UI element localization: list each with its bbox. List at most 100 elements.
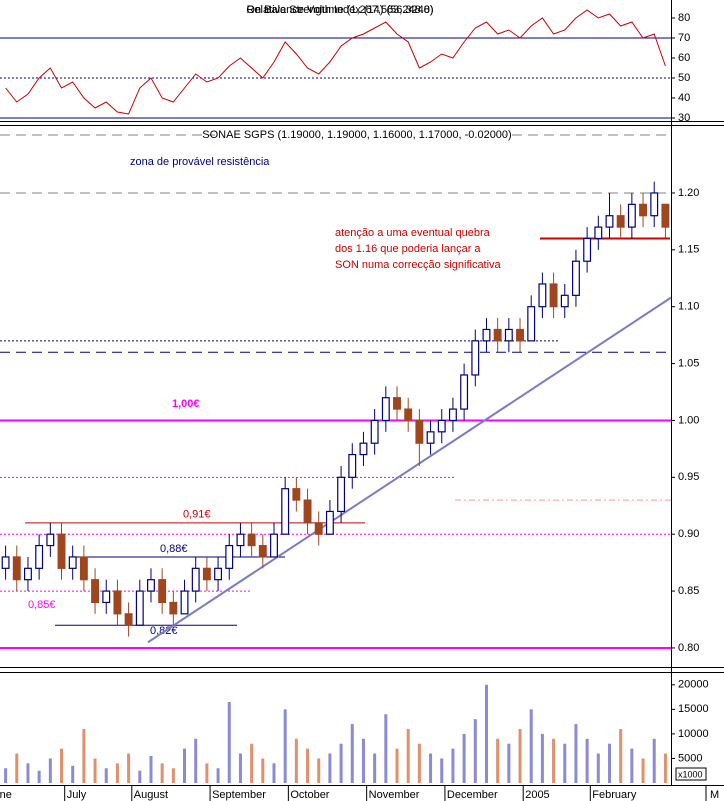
- volume-bar: [361, 738, 365, 783]
- candle-body: [214, 567, 223, 581]
- volume-bar: [451, 748, 455, 783]
- annotation: zona de provável resistência: [130, 156, 270, 168]
- volume-bar: [216, 768, 220, 783]
- candle-body: [415, 419, 424, 444]
- candle-body: [68, 556, 77, 569]
- candle-body: [258, 544, 267, 558]
- y-tick-label: 0.80: [678, 642, 699, 654]
- trendline: [147, 296, 672, 644]
- volume-bar: [641, 758, 645, 783]
- candle-body: [538, 283, 547, 308]
- candle-body: [124, 613, 133, 626]
- candle-body: [370, 419, 379, 444]
- candle-body: [147, 579, 155, 592]
- candle-body: [113, 590, 122, 615]
- volume-bar: [60, 748, 64, 783]
- volume-bar: [607, 743, 611, 783]
- y-tick-label: 1.15: [678, 244, 699, 256]
- candle-body: [35, 544, 44, 569]
- volume-bar: [484, 684, 488, 783]
- candle-body: [661, 203, 670, 228]
- volume-bar: [205, 763, 209, 783]
- y-tick-label: 60: [678, 52, 690, 64]
- y-tick-label: 70: [678, 32, 690, 44]
- y-tick-label: 15000: [678, 703, 709, 715]
- volume-bar: [507, 743, 511, 783]
- candle-body: [191, 567, 200, 592]
- volume-bar: [160, 763, 164, 783]
- candle-body: [493, 328, 502, 342]
- candle-body: [325, 510, 334, 535]
- candle-body: [79, 556, 88, 581]
- rsi-subtitle: On Balance Volume (1,267,563,248.0): [246, 4, 433, 16]
- candle-body: [303, 499, 312, 524]
- candle-body: [46, 533, 55, 547]
- volume-bar: [552, 738, 556, 783]
- volume-bar: [384, 714, 388, 783]
- level-label: 0,85€: [28, 599, 56, 611]
- volume-bar: [48, 758, 52, 783]
- candle-body: [24, 567, 32, 581]
- volume-bar: [596, 753, 600, 783]
- volume-bar: [171, 768, 175, 783]
- candle-body: [1, 556, 10, 569]
- volume-bar: [339, 743, 343, 783]
- candle-body: [12, 556, 21, 581]
- candle-body: [504, 328, 513, 342]
- candle-body: [482, 328, 491, 342]
- volume-bar: [462, 733, 466, 783]
- candle-body: [437, 419, 446, 433]
- candle-body: [549, 283, 558, 308]
- candle-body: [281, 488, 290, 535]
- volume-bar: [395, 748, 399, 783]
- candle-body: [225, 544, 234, 569]
- volume-bar: [37, 770, 41, 783]
- title-background: [215, 128, 505, 142]
- candle-body: [180, 590, 189, 615]
- candle-body: [571, 260, 580, 296]
- volume-bar: [82, 728, 86, 783]
- x-tick-label: August: [134, 789, 168, 801]
- candle-body: [270, 533, 278, 558]
- candle-body: [348, 453, 357, 478]
- volume-bar: [529, 709, 533, 783]
- volume-bar: [585, 738, 589, 783]
- volume-bar: [93, 758, 97, 783]
- candle-body: [91, 579, 100, 604]
- annotation: atenção a uma eventual quebra: [335, 227, 491, 239]
- x-tick-label: ne: [0, 789, 12, 801]
- x-tick-label: February: [592, 789, 637, 801]
- candle-body: [359, 442, 368, 456]
- volume-bar: [183, 748, 187, 783]
- unit-box: [675, 767, 707, 781]
- volume-bar: [496, 738, 500, 783]
- y-tick-label: 40: [678, 92, 690, 104]
- volume-bar: [272, 763, 276, 783]
- candle-body: [236, 533, 245, 547]
- volume-bar: [261, 758, 265, 783]
- volume-bar: [350, 724, 354, 783]
- y-tick-label: 10000: [678, 728, 709, 740]
- candle-body: [594, 226, 603, 240]
- candle-body: [393, 397, 401, 410]
- x-tick-label: September: [212, 789, 266, 801]
- volume-bar: [630, 748, 634, 783]
- annotation: dos 1.16 que poderia lançar a: [335, 243, 481, 255]
- volume-bar: [619, 728, 623, 783]
- volume-bar: [194, 738, 198, 783]
- volume-bar: [652, 738, 656, 783]
- volume-bar: [473, 719, 477, 783]
- volume-bar: [104, 768, 108, 783]
- volume-bar: [540, 733, 544, 783]
- x-tick-label: M: [710, 789, 719, 801]
- chart-title: SONAE SGPS (1.19000, 1.19000, 1.16000, 1…: [202, 129, 511, 141]
- candle-body: [135, 590, 144, 626]
- candle-body: [616, 215, 625, 228]
- candle-body: [381, 397, 390, 422]
- candle-body: [57, 533, 66, 569]
- candle-body: [314, 522, 323, 535]
- volume-bar: [127, 753, 131, 783]
- volume-bar: [440, 758, 444, 783]
- volume-bar: [15, 753, 19, 783]
